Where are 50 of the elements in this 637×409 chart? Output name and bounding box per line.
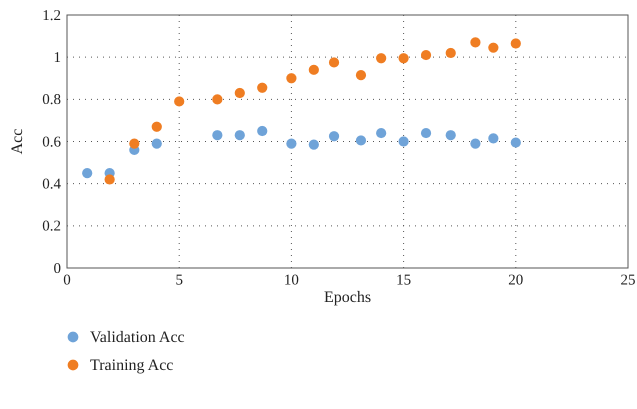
- x-tick-label: 20: [508, 272, 524, 289]
- point: [356, 135, 366, 146]
- point: [212, 130, 222, 140]
- point: [376, 53, 386, 64]
- point: [328, 131, 340, 142]
- x-tick-label: 10: [284, 272, 299, 289]
- point: [286, 138, 297, 149]
- point: [510, 137, 521, 148]
- y-tick-label: 1: [54, 50, 61, 66]
- point: [286, 73, 297, 84]
- point: [470, 138, 481, 149]
- point: [152, 138, 162, 149]
- y-tick-label: 0.8: [42, 92, 61, 108]
- point: [488, 133, 498, 144]
- point: [234, 88, 245, 98]
- x-tick-label: 25: [620, 272, 636, 289]
- point: [234, 130, 245, 140]
- point: [420, 128, 432, 138]
- x-tick-label: 5: [175, 272, 183, 289]
- point: [488, 42, 498, 53]
- x-tick-label: 15: [396, 272, 412, 289]
- y-tick-label: 1.2: [42, 8, 61, 24]
- point: [398, 136, 409, 147]
- point: [104, 174, 115, 185]
- y-tick-label: 0: [54, 260, 61, 277]
- y-tick-label: 0.6: [42, 134, 62, 150]
- point: [174, 96, 184, 107]
- point: [257, 126, 268, 136]
- point: [356, 70, 366, 80]
- point: [446, 48, 456, 58]
- legend-label: Training Acc: [90, 357, 174, 374]
- point: [152, 122, 162, 132]
- point: [510, 38, 521, 49]
- point: [129, 138, 140, 149]
- point: [446, 130, 456, 140]
- legend-label: Validation Acc: [90, 329, 185, 346]
- point: [212, 94, 222, 104]
- point: [257, 82, 268, 93]
- point: [308, 64, 319, 75]
- point: [308, 140, 319, 150]
- point: [398, 53, 409, 64]
- point: [470, 37, 481, 48]
- point: [328, 57, 340, 68]
- point: [376, 128, 386, 138]
- point: [420, 50, 432, 60]
- y-tick-label: 0.4: [42, 176, 62, 192]
- y-axis-title: Acc: [9, 128, 26, 154]
- x-axis-title: Epochs: [324, 289, 372, 306]
- point: [82, 168, 92, 178]
- y-tick-label: 0.2: [42, 218, 61, 235]
